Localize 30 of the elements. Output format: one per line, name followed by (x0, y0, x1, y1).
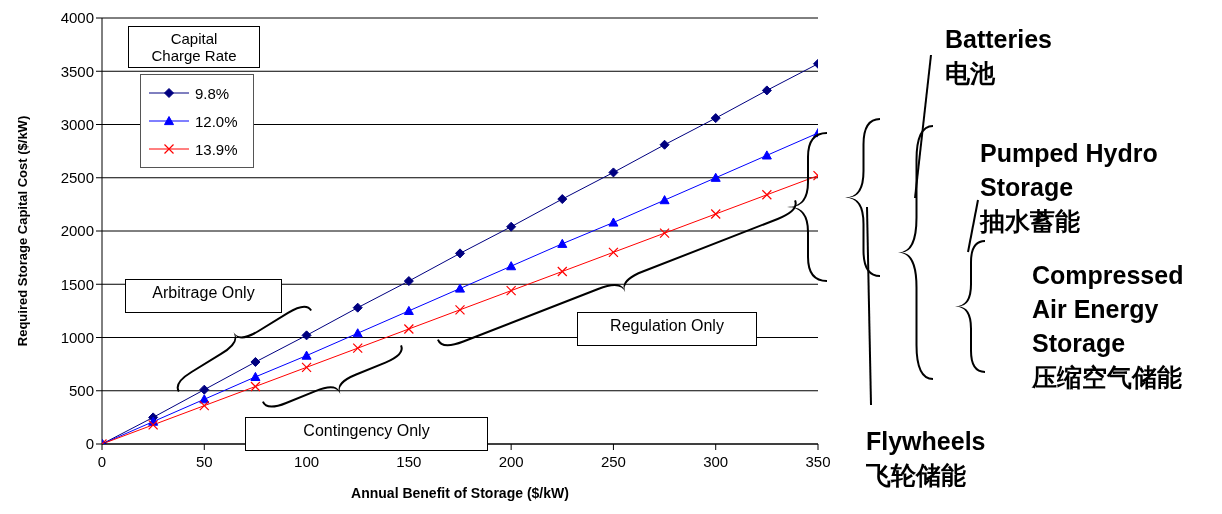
text: Batteries 电池 (945, 24, 1052, 89)
legend-title: Capital Charge Rate (128, 26, 260, 68)
x-tick-label: 50 (195, 452, 213, 470)
x-tick-label: 0 (97, 452, 107, 470)
x-tick-label: 300 (703, 452, 729, 470)
callout-box: Contingency Only (245, 417, 488, 451)
y-tick-label: 4000 (60, 9, 94, 27)
legend-label: 12.0% (195, 112, 238, 130)
y-tick-label: 1500 (60, 275, 94, 293)
y-tick-label: 2500 (60, 169, 94, 187)
y-tick-label: 1000 (60, 328, 94, 346)
x-axis-title: Annual Benefit of Storage ($/kW) (351, 485, 569, 501)
x-tick-label: 250 (600, 452, 626, 470)
legend-label: 13.9% (195, 140, 238, 158)
y-tick-label: 0 (85, 435, 94, 453)
y-tick-label: 500 (68, 382, 94, 400)
x-tick-label: 150 (396, 452, 422, 470)
callout-box: Regulation Only (577, 312, 757, 346)
y-tick-label: 3500 (60, 62, 94, 80)
x-tick-label: 100 (294, 452, 320, 470)
text: Compressed Air Energy Storage 压缩空气储能 (1032, 260, 1184, 393)
text: Pumped Hydro Storage 抽水蓄能 (980, 138, 1158, 237)
callout-box: Arbitrage Only (125, 279, 282, 313)
text: Flywheels 飞轮储能 (866, 426, 986, 491)
y-tick-label: 2000 (60, 222, 94, 240)
y-tick-label: 3000 (60, 115, 94, 133)
y-axis-title: Required Storage Capital Cost ($/kW) (14, 115, 30, 347)
x-tick-label: 350 (805, 452, 831, 470)
legend-label: 9.8% (195, 84, 230, 102)
x-tick-label: 200 (498, 452, 524, 470)
